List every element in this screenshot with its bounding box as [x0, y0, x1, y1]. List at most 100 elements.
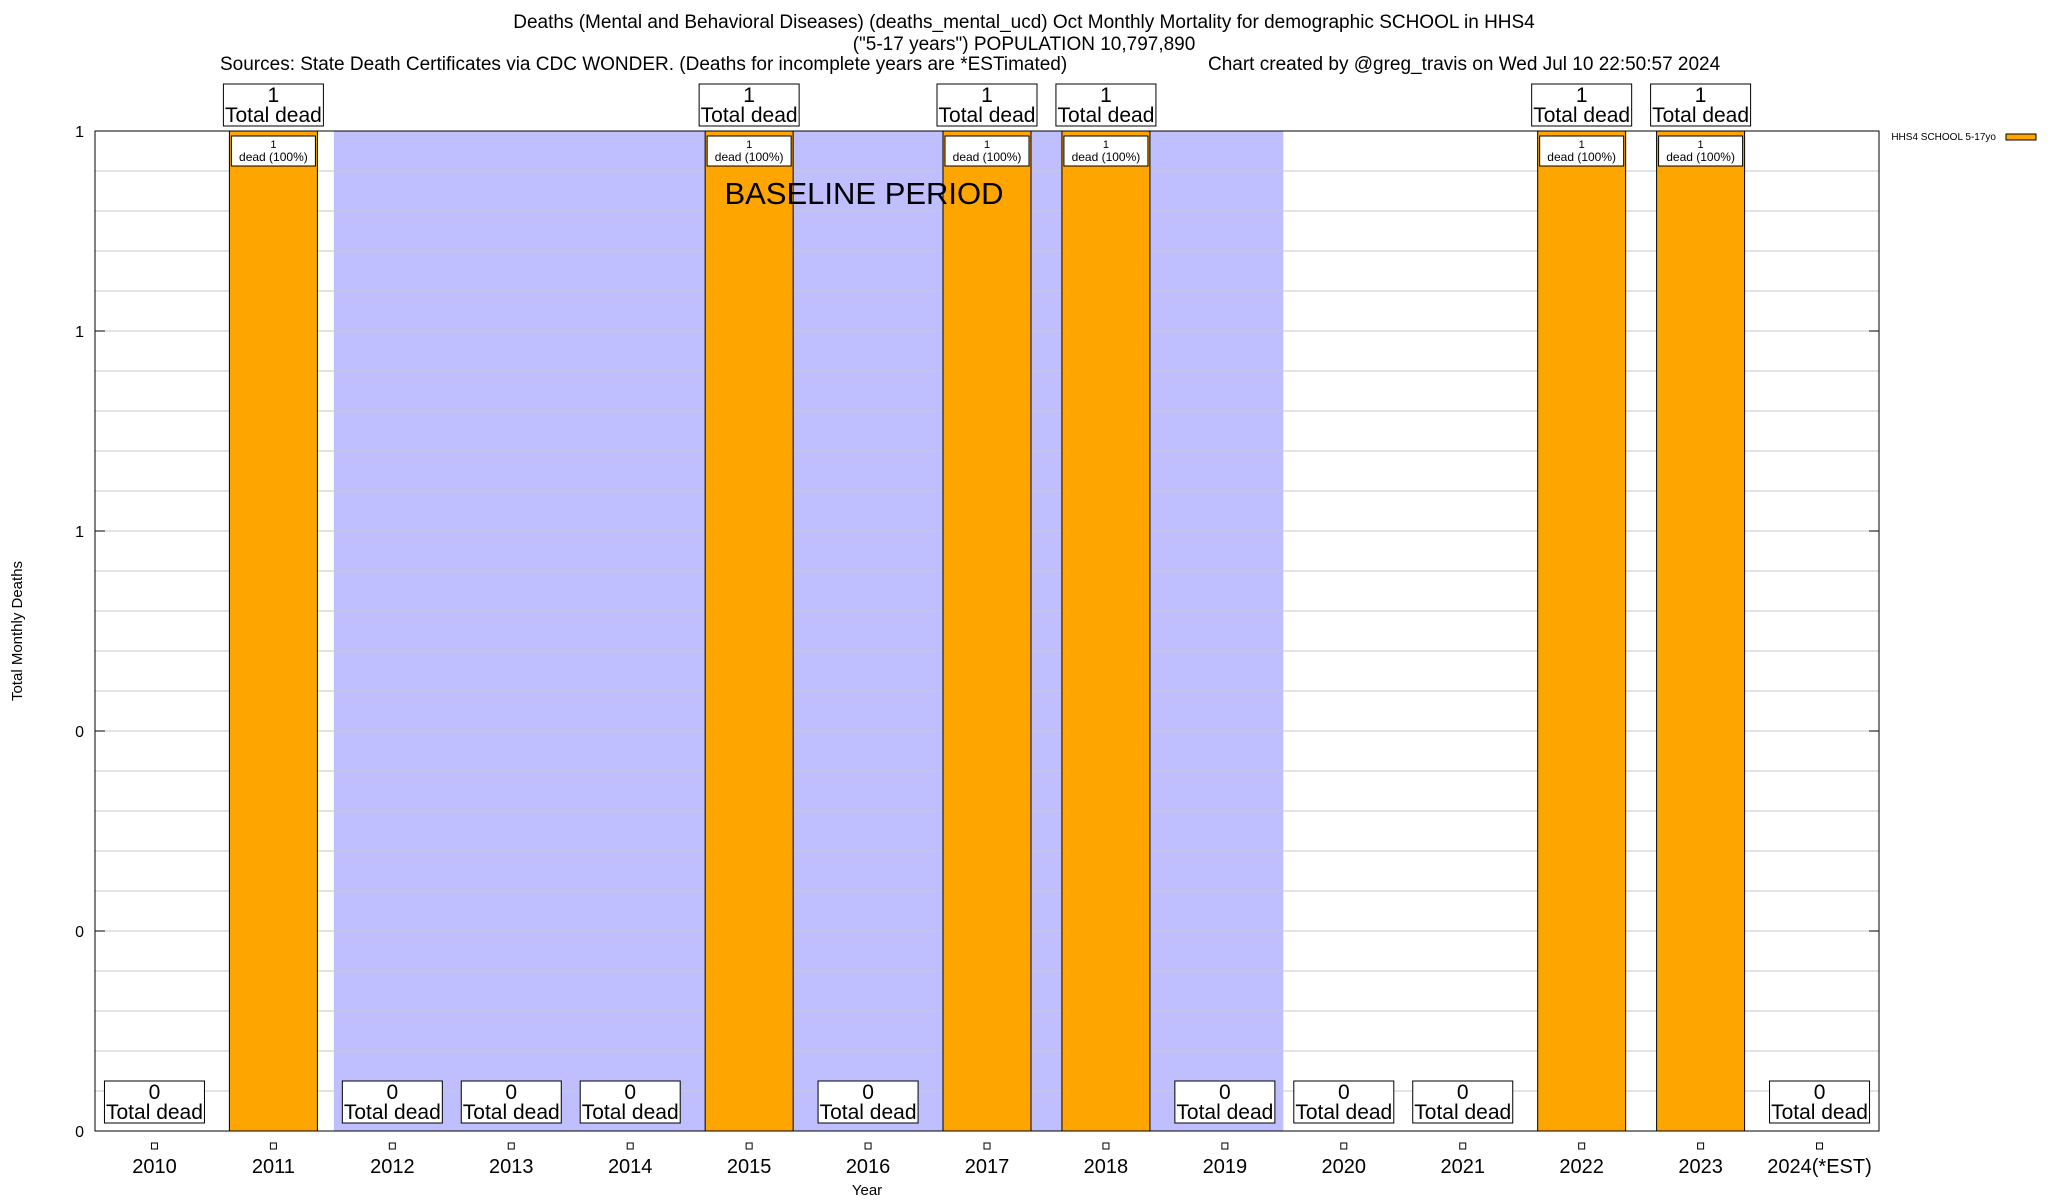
- total-label-value: 0: [386, 1081, 398, 1104]
- total-label-text: Total dead: [820, 1101, 917, 1124]
- bars: [228, 130, 1746, 1132]
- total-label-box: [817, 1080, 919, 1124]
- total-label-value: 1: [981, 84, 993, 107]
- total-label-box: [579, 1080, 681, 1124]
- total-label-box: [1055, 83, 1157, 127]
- total-label-box: [1769, 1080, 1871, 1124]
- bar-value-label-box: [1539, 135, 1625, 167]
- bar-2015: [704, 130, 794, 1132]
- total-label-text: Total dead: [344, 1101, 441, 1124]
- plot-frame: [94, 130, 1880, 1132]
- total-label-text: Total dead: [1176, 1101, 1273, 1124]
- x-tick-marker: [864, 1142, 872, 1150]
- x-tick-label: 2020: [1322, 1156, 1367, 1178]
- total-label-value: 0: [862, 1081, 874, 1104]
- chart-title: Deaths (Mental and Behavioral Diseases) …: [513, 12, 1535, 33]
- total-label-box: [341, 1080, 443, 1124]
- bar-value-label-box: [944, 135, 1030, 167]
- bar-value-label-count: 1: [270, 139, 276, 151]
- bar-value-label-box: [1063, 135, 1149, 167]
- x-tick-marker: [626, 1142, 634, 1150]
- y-tick-label: 1: [75, 124, 84, 141]
- bar-2022: [1537, 130, 1627, 1132]
- total-label-value: 0: [149, 1081, 161, 1104]
- x-tick-marker: [983, 1142, 991, 1150]
- total-label-text: Total dead: [939, 104, 1036, 127]
- x-tick-marker: [1221, 1142, 1229, 1150]
- total-label-text: Total dead: [1533, 104, 1630, 127]
- total-label-box: [460, 1080, 562, 1124]
- total-label-box: [1293, 1080, 1395, 1124]
- baseline-period-label: BASELINE PERIOD: [724, 176, 1003, 211]
- y-tick-label: 1: [75, 524, 84, 541]
- total-label-box: [698, 83, 800, 127]
- x-tick-marker: [1340, 1142, 1348, 1150]
- bar-value-label-count: 1: [984, 139, 990, 151]
- x-tick-marker: [1697, 1142, 1705, 1150]
- chart-credit: Chart created by @greg_travis on Wed Jul…: [1208, 54, 1721, 75]
- total-label-text: Total dead: [1771, 1101, 1868, 1124]
- bar-value-label-count: 1: [1103, 139, 1109, 151]
- total-label-text: Total dead: [225, 104, 322, 127]
- axes: 0 0 0 1 1 1 2010 2011 2012 2013 2014 2015 2016 2017 20…: [9, 124, 1879, 1199]
- total-label-text: Total dead: [463, 1101, 560, 1124]
- x-tick-label: 2010: [132, 1156, 177, 1178]
- x-tick-marker: [507, 1142, 515, 1150]
- x-tick-marker: [745, 1142, 753, 1150]
- x-tick-label: 2013: [489, 1156, 534, 1178]
- total-label-box: [222, 83, 324, 127]
- x-tick-label: 2022: [1559, 1156, 1604, 1178]
- x-tick-marker: [388, 1142, 396, 1150]
- x-tick-label: 2023: [1678, 1156, 1723, 1178]
- total-label-box: [936, 83, 1038, 127]
- total-label-value: 1: [1100, 84, 1112, 107]
- bar-value-label-percent: dead (100%): [1666, 150, 1735, 164]
- total-label-text: Total dead: [701, 104, 798, 127]
- bar-value-label-percent: dead (100%): [715, 150, 784, 164]
- y-tick-label: 0: [75, 924, 84, 941]
- total-label-text: Total dead: [582, 1101, 679, 1124]
- y-tick-label: 1: [75, 324, 84, 341]
- total-label-text: Total dead: [1057, 104, 1154, 127]
- total-label-value: 1: [743, 84, 755, 107]
- total-label-value: 1: [268, 84, 280, 107]
- x-tick-label: 2021: [1440, 1156, 1485, 1178]
- bar-2011: [228, 130, 318, 1132]
- total-label-box: [103, 1080, 205, 1124]
- total-label-value: 0: [1219, 1081, 1231, 1104]
- x-tick-label: 2012: [370, 1156, 415, 1178]
- bar-value-label-percent: dead (100%): [953, 150, 1022, 164]
- x-tick-marker: [1816, 1142, 1824, 1150]
- bar-value-label-box: [230, 135, 316, 167]
- total-label-value: 0: [1457, 1081, 1469, 1104]
- y-tick-label: 0: [75, 724, 84, 741]
- total-label-box: [1412, 1080, 1514, 1124]
- bar-2018: [1061, 130, 1151, 1132]
- total-label-box: [1531, 83, 1633, 127]
- bar-value-label-percent: dead (100%): [1072, 150, 1141, 164]
- legend-label: HHS4 SCHOOL 5-17yo: [1891, 132, 1996, 143]
- total-label-box: [1650, 83, 1752, 127]
- x-tick-marker: [150, 1142, 158, 1150]
- total-label-value: 1: [1695, 84, 1707, 107]
- legend: HHS4 SCHOOL 5-17yo: [1891, 132, 2037, 143]
- bar-value-label-percent: dead (100%): [1547, 150, 1616, 164]
- y-tick-label: 0: [75, 1124, 84, 1141]
- x-axis-label: Year: [852, 1182, 882, 1199]
- bar-2017: [942, 130, 1032, 1132]
- total-label-value: 0: [505, 1081, 517, 1104]
- bar-value-label-box: [706, 135, 792, 167]
- x-tick-marker: [1459, 1142, 1467, 1150]
- bar-value-label-count: 1: [1698, 139, 1704, 151]
- chart-subtitle: ("5-17 years") POPULATION 10,797,890: [852, 34, 1196, 55]
- total-label-value: 0: [624, 1081, 636, 1104]
- x-tick-marker: [1102, 1142, 1110, 1150]
- bar-2023: [1656, 130, 1746, 1132]
- x-tick-label: 2017: [965, 1156, 1010, 1178]
- x-tick-label: 2015: [727, 1156, 772, 1178]
- total-label-box: [1174, 1080, 1276, 1124]
- total-label-text: Total dead: [1414, 1101, 1511, 1124]
- x-tick-label: 2014: [608, 1156, 653, 1178]
